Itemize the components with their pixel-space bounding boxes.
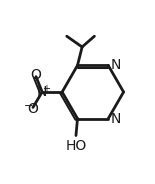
Text: +: + [42, 84, 50, 94]
Text: O: O [31, 68, 41, 82]
Text: HO: HO [65, 139, 87, 153]
Text: O: O [28, 102, 38, 116]
Text: N: N [37, 85, 47, 99]
Text: −: − [24, 101, 33, 111]
Text: N: N [111, 58, 121, 72]
Text: N: N [111, 112, 121, 126]
